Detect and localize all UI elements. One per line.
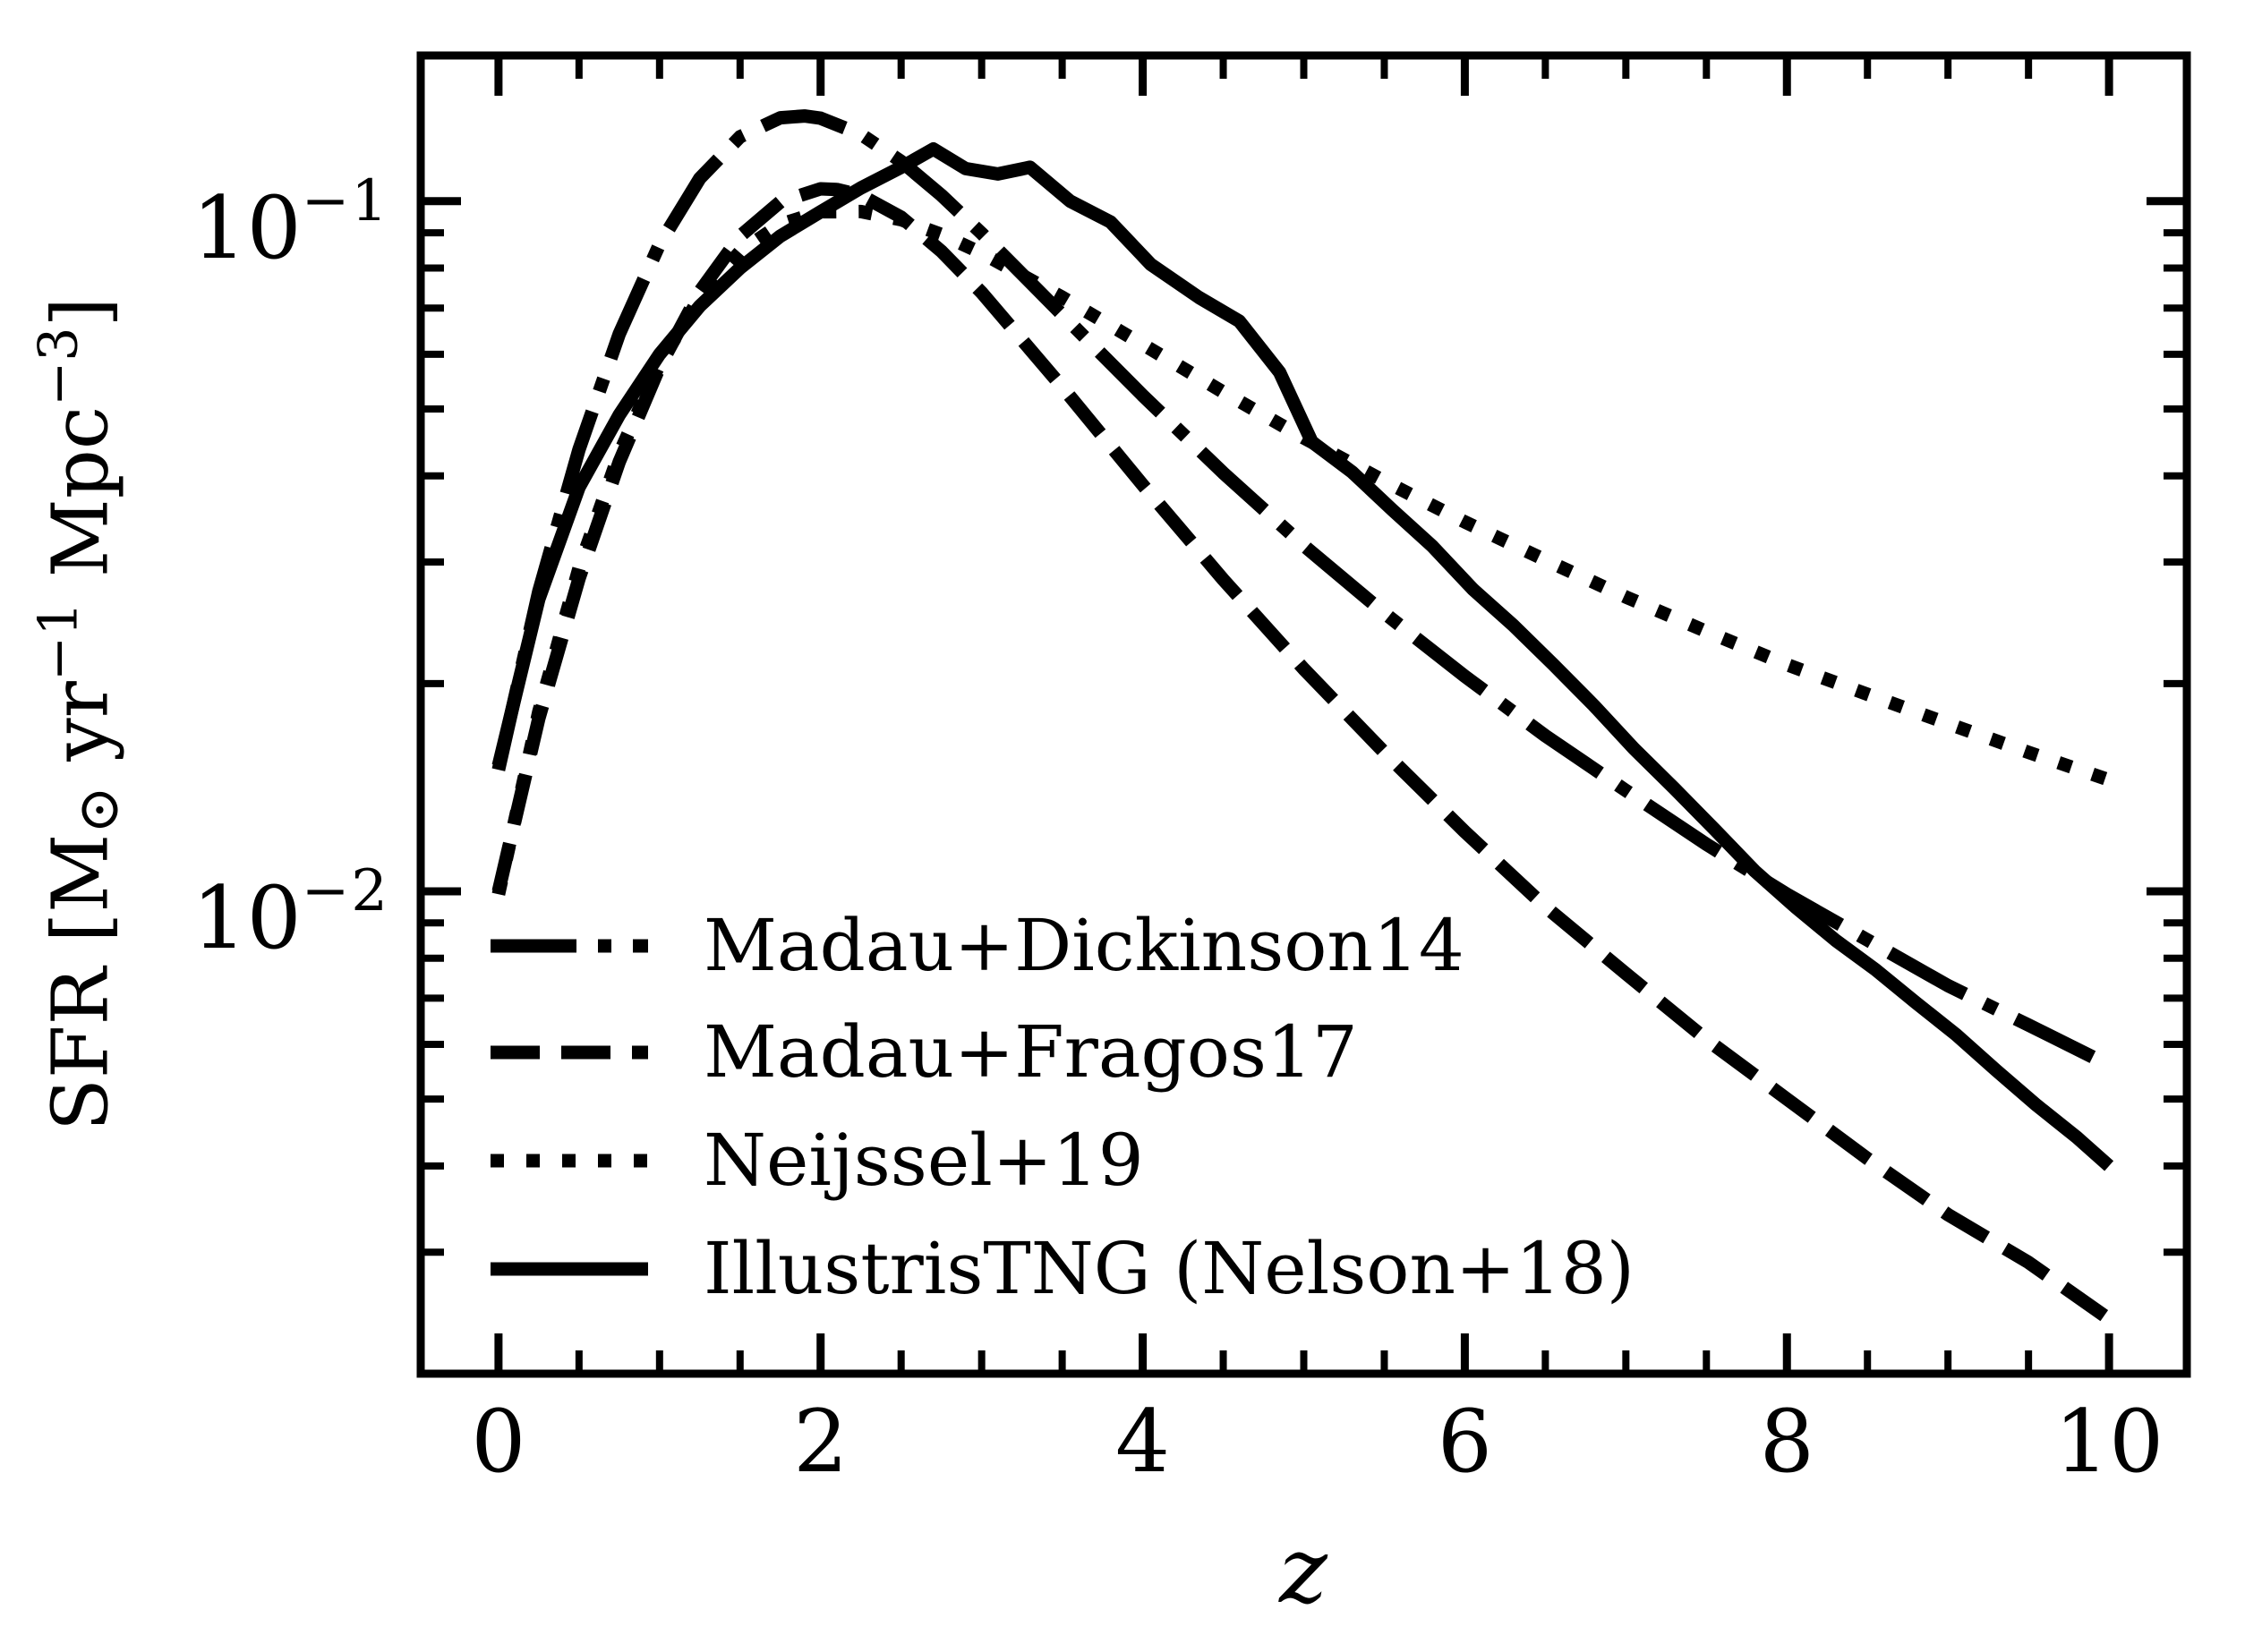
y-tick-label-1e-2: 10−2 — [192, 857, 389, 968]
legend-row-illustristng: IllustrisTNG (Nelson+18) — [491, 1222, 1635, 1316]
legend-row-madau-dickinson14: Madau+Dickinson14 — [491, 899, 1464, 992]
legend-row-neijssel19: Neijssel+19 — [491, 1114, 1144, 1207]
x-tick-label-2: 2 — [793, 1392, 849, 1492]
dashdot-line-sample-icon — [491, 939, 648, 953]
legend-label: Neijssel+19 — [704, 1119, 1144, 1202]
legend-label: IllustrisTNG (Nelson+18) — [704, 1227, 1635, 1310]
x-tick-label-10: 10 — [2054, 1392, 2164, 1492]
curve-illustristng-nelson-18 — [491, 142, 2114, 1171]
legend-label: Madau+Dickinson14 — [704, 904, 1464, 987]
x-tick-label-8: 8 — [1759, 1392, 1814, 1492]
dotted-line-sample-icon — [491, 1154, 648, 1168]
x-axis-title: z — [1279, 1518, 1327, 1624]
plot-frame — [416, 51, 2191, 1378]
legend-label: Madau+Fragos17 — [704, 1010, 1358, 1094]
x-tick-label-4: 4 — [1115, 1392, 1171, 1492]
legend-row-madau-fragos17: Madau+Fragos17 — [491, 1006, 1358, 1099]
y-axis-title-text: SFR [M — [36, 833, 126, 1132]
dashed-line-sample-icon — [491, 1045, 648, 1060]
x-tick-label-6: 6 — [1437, 1392, 1492, 1492]
x-tick-label-0: 0 — [471, 1392, 526, 1492]
solid-line-sample-icon — [491, 1262, 648, 1276]
y-axis-title: SFR [M⊙ yr−1 Mpc−3] — [27, 296, 132, 1132]
y-tick-label-1e-1: 10−1 — [192, 167, 389, 278]
